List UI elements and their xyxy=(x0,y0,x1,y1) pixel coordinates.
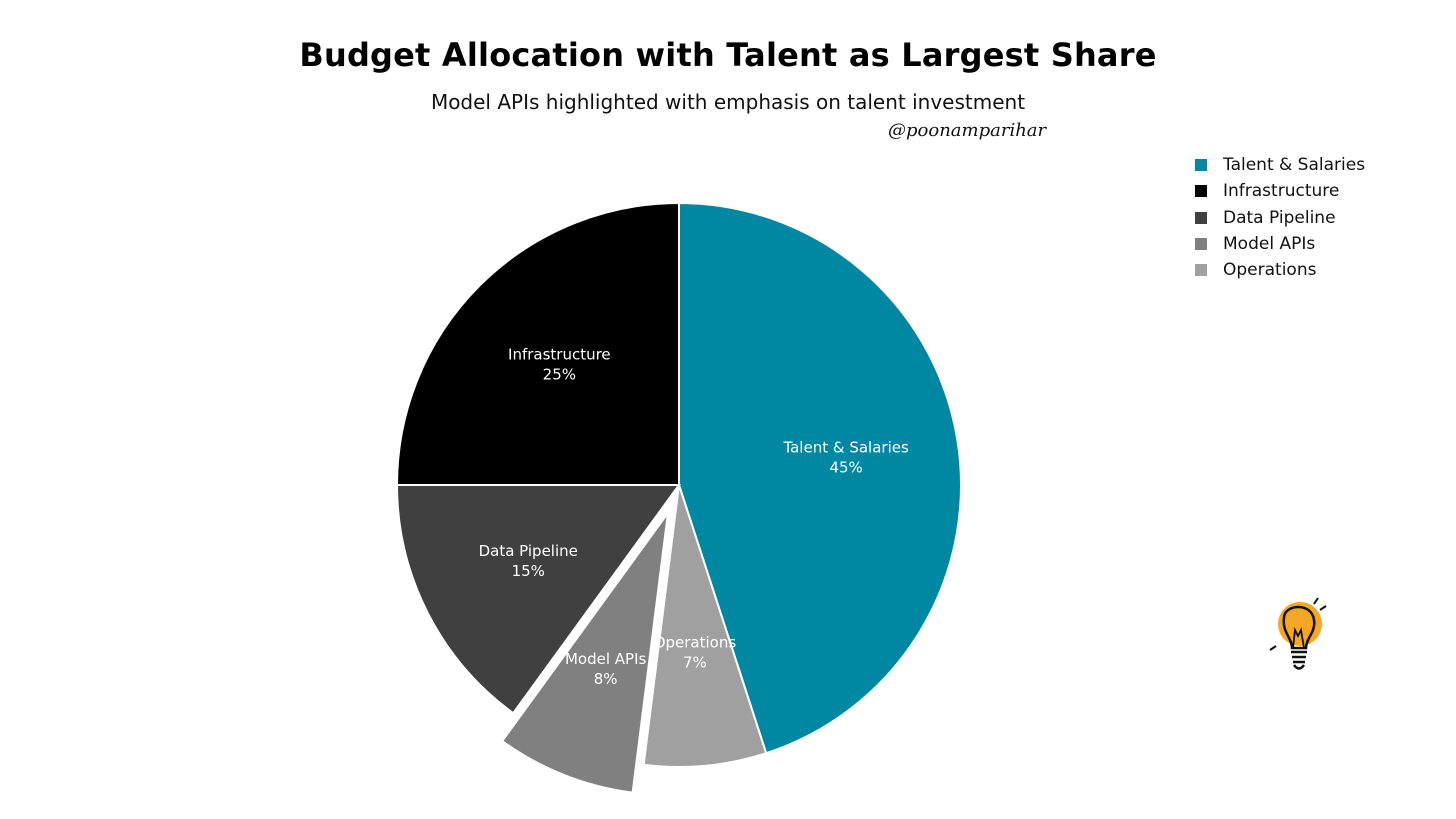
legend-swatch xyxy=(1195,264,1207,277)
pie-slice-talent-salaries xyxy=(678,201,962,755)
legend-swatch xyxy=(1195,211,1207,224)
legend-label: Talent & Salaries xyxy=(1223,155,1366,176)
slice-label: Operations xyxy=(654,633,737,651)
pie-slices xyxy=(395,201,962,794)
pie-slice-infrastructure xyxy=(395,201,680,486)
slice-label: Data Pipeline xyxy=(479,542,578,560)
legend-entry: Model APIs xyxy=(1195,231,1365,257)
legend-entry: Talent & Salaries xyxy=(1195,152,1365,178)
slice-label: Model APIs xyxy=(565,650,647,668)
slice-value-label: 15% xyxy=(512,562,545,580)
pie-slice-operations xyxy=(642,484,768,768)
slice-value-label: 45% xyxy=(829,459,862,477)
pie-slice-labels: Talent & Salaries 45% Operations 7% Model AP… xyxy=(479,345,909,688)
slice-value-label: 25% xyxy=(543,365,576,383)
pie-slice-data-pipeline xyxy=(395,484,681,715)
author-watermark: @poonamparihar xyxy=(888,120,1047,141)
legend-label: Model APIs xyxy=(1223,234,1316,255)
slice-value-label: 7% xyxy=(683,653,707,671)
legend-swatch xyxy=(1195,185,1207,198)
legend-label: Data Pipeline xyxy=(1223,207,1336,228)
pie-slice-model-apis xyxy=(500,512,669,794)
chart-title: Budget Allocation with Talent as Largest… xyxy=(299,36,1157,74)
chart-subtitle: Model APIs highlighted with emphasis on … xyxy=(430,90,1026,114)
slice-label: Talent & Salaries xyxy=(782,439,909,457)
legend-entry: Data Pipeline xyxy=(1195,205,1365,231)
legend-swatch xyxy=(1195,238,1207,251)
legend-entry: Infrastructure xyxy=(1195,178,1365,204)
slice-label: Infrastructure xyxy=(508,345,611,363)
slice-value-label: 8% xyxy=(594,670,618,688)
lightbulb-icon xyxy=(1269,597,1327,670)
legend-entry: Operations xyxy=(1195,257,1365,283)
chart-legend: Talent & Salaries Infrastructure Data Pi… xyxy=(1195,152,1365,283)
legend-swatch xyxy=(1195,159,1207,172)
legend-label: Infrastructure xyxy=(1223,181,1340,202)
legend-label: Operations xyxy=(1223,260,1317,281)
